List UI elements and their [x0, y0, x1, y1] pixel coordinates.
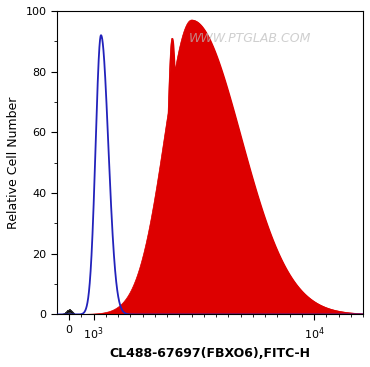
X-axis label: CL488-67697(FBXO6),FITC-H: CL488-67697(FBXO6),FITC-H	[110, 347, 310, 360]
Text: WWW.PTGLAB.COM: WWW.PTGLAB.COM	[189, 32, 311, 45]
Y-axis label: Relative Cell Number: Relative Cell Number	[7, 97, 20, 229]
